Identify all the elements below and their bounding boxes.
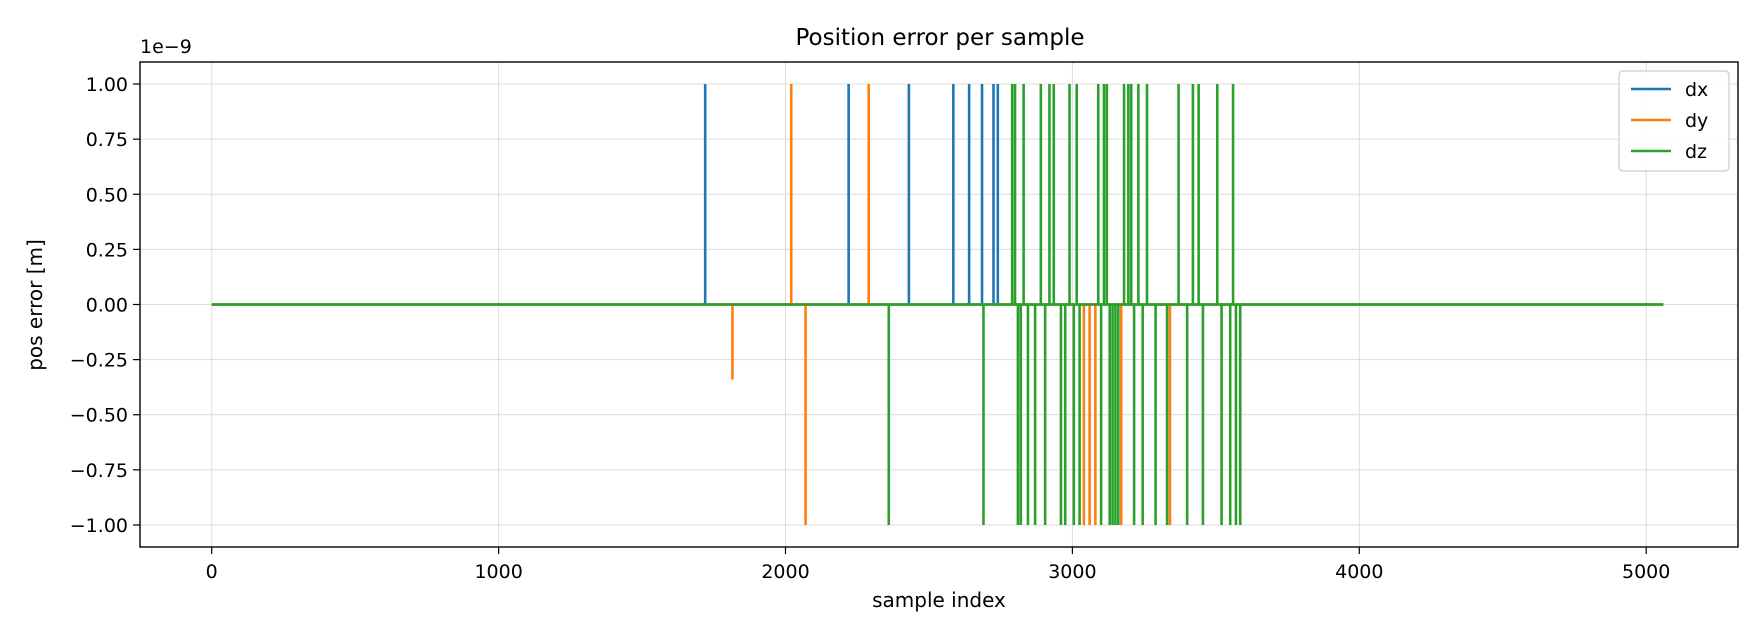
legend-label-dx: dx xyxy=(1685,79,1708,101)
x-tick-label: 5000 xyxy=(1622,561,1670,583)
x-tick-label: 3000 xyxy=(1048,561,1096,583)
legend-label-dy: dy xyxy=(1685,110,1708,132)
x-tick-label: 2000 xyxy=(761,561,809,583)
x-tick-label: 4000 xyxy=(1335,561,1383,583)
x-axis-label: sample index xyxy=(872,588,1006,612)
legend-box xyxy=(1618,70,1730,172)
y-tick-label: −0.25 xyxy=(70,350,128,372)
y-tick-label: −0.75 xyxy=(70,460,128,482)
y-tick-label: 0.25 xyxy=(86,239,128,261)
y-tick-label: −0.50 xyxy=(70,405,128,427)
plot-series xyxy=(211,84,1664,525)
series-line-dz xyxy=(211,84,1664,525)
y-tick-label: 0.75 xyxy=(86,129,128,151)
y-tick-label: 1.00 xyxy=(86,74,128,96)
chart-title: Position error per sample xyxy=(796,25,1085,51)
y-scale-multiplier: 1e−9 xyxy=(140,36,192,58)
y-tick-label: −1.00 xyxy=(70,515,128,537)
y-axis-label: pos error [m] xyxy=(23,239,47,371)
legend-label-dz: dz xyxy=(1685,141,1707,163)
plot-frame xyxy=(139,61,1739,548)
y-tick-label: 0.00 xyxy=(86,295,128,317)
legend: dx dy dz xyxy=(1618,70,1730,172)
series-line-dy xyxy=(211,84,1664,525)
x-tick-label: 0 xyxy=(206,561,218,583)
axes: 0 1000 2000 3000 4000 5000 1.00 0.75 0.50 0.25 0.0… xyxy=(70,74,1671,583)
x-tick-label: 1000 xyxy=(474,561,522,583)
y-tick-label: 0.50 xyxy=(86,184,128,206)
